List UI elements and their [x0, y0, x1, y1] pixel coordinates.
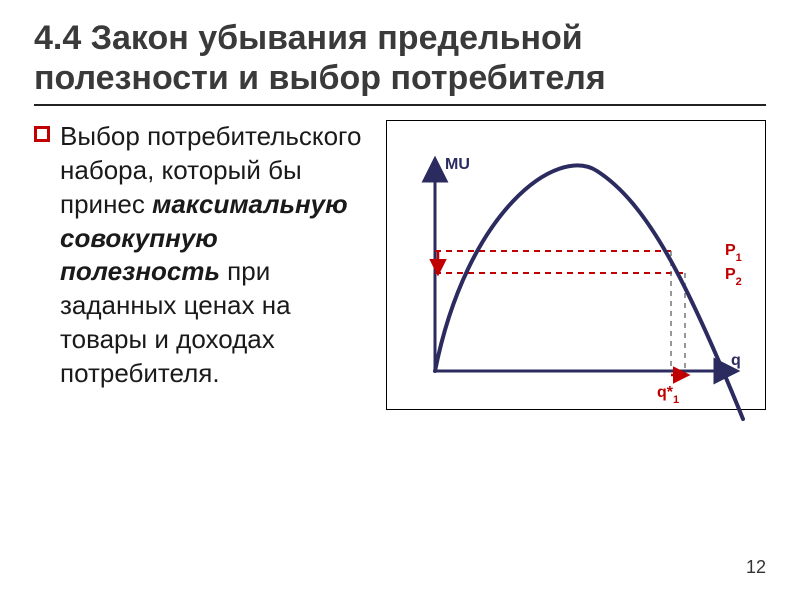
bullet-list: Выбор потребительского набора, который б… [34, 120, 368, 390]
svg-text:q: q [731, 352, 741, 369]
slide-title: 4.4 Закон убывания предельной полезности… [34, 18, 766, 98]
svg-text:q*1: q*1 [657, 384, 679, 406]
page-number: 12 [746, 557, 766, 578]
list-item: Выбор потребительского набора, который б… [34, 120, 368, 390]
bullet-marker-icon [34, 126, 50, 142]
svg-text:MU: MU [445, 156, 470, 173]
svg-text:P2: P2 [725, 266, 742, 288]
svg-text:P1: P1 [725, 242, 742, 264]
bullet-text: Выбор потребительского набора, который б… [60, 120, 368, 390]
mu-chart: MU P1P2 q q*1 [386, 120, 766, 410]
title-underline [34, 104, 766, 106]
